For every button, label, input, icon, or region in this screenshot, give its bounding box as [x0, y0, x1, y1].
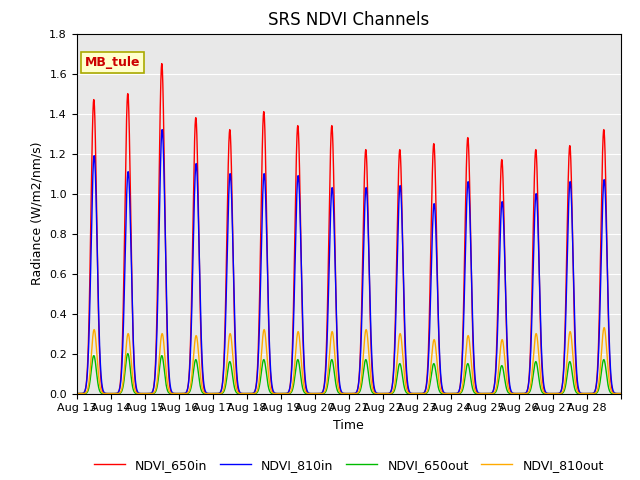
Line: NDVI_650out: NDVI_650out: [77, 354, 621, 394]
NDVI_810in: [100, 390, 108, 396]
NDVI_650out: [476, 391, 484, 396]
Title: SRS NDVI Channels: SRS NDVI Channels: [268, 11, 429, 29]
NDVI_810in: [506, 377, 513, 383]
Line: NDVI_650in: NDVI_650in: [77, 64, 621, 394]
Text: MB_tule: MB_tule: [85, 56, 140, 69]
NDVI_810in: [73, 391, 81, 396]
Line: NDVI_810out: NDVI_810out: [77, 328, 621, 394]
NDVI_810in: [419, 391, 426, 396]
NDVI_650in: [617, 391, 625, 396]
NDVI_810out: [73, 391, 81, 396]
NDVI_650out: [395, 363, 403, 369]
NDVI_650in: [476, 391, 484, 396]
NDVI_810in: [476, 391, 484, 396]
NDVI_810out: [617, 391, 625, 396]
NDVI_650in: [395, 162, 403, 168]
Y-axis label: Radiance (W/m2/nm/s): Radiance (W/m2/nm/s): [31, 142, 44, 285]
NDVI_650in: [73, 391, 81, 396]
NDVI_650out: [506, 390, 513, 396]
NDVI_650in: [419, 391, 426, 396]
NDVI_810out: [476, 391, 484, 396]
NDVI_650out: [617, 391, 625, 396]
NDVI_810out: [600, 325, 608, 331]
NDVI_810in: [395, 203, 403, 209]
NDVI_650in: [158, 61, 166, 67]
NDVI_650in: [270, 390, 278, 396]
NDVI_810out: [100, 391, 108, 396]
NDVI_810in: [617, 391, 625, 396]
NDVI_810out: [395, 338, 403, 344]
NDVI_650in: [100, 390, 108, 396]
NDVI_810in: [270, 389, 278, 395]
Line: NDVI_810in: NDVI_810in: [77, 130, 621, 394]
NDVI_650out: [270, 391, 278, 396]
NDVI_650out: [124, 351, 132, 357]
NDVI_810out: [419, 391, 426, 396]
NDVI_650out: [73, 391, 81, 396]
NDVI_810out: [506, 388, 513, 394]
NDVI_650out: [419, 391, 426, 396]
NDVI_650out: [100, 391, 108, 396]
NDVI_810in: [158, 127, 166, 132]
Legend: NDVI_650in, NDVI_810in, NDVI_650out, NDVI_810out: NDVI_650in, NDVI_810in, NDVI_650out, NDV…: [89, 454, 609, 477]
X-axis label: Time: Time: [333, 419, 364, 432]
NDVI_810out: [270, 391, 278, 396]
NDVI_650in: [506, 382, 513, 388]
